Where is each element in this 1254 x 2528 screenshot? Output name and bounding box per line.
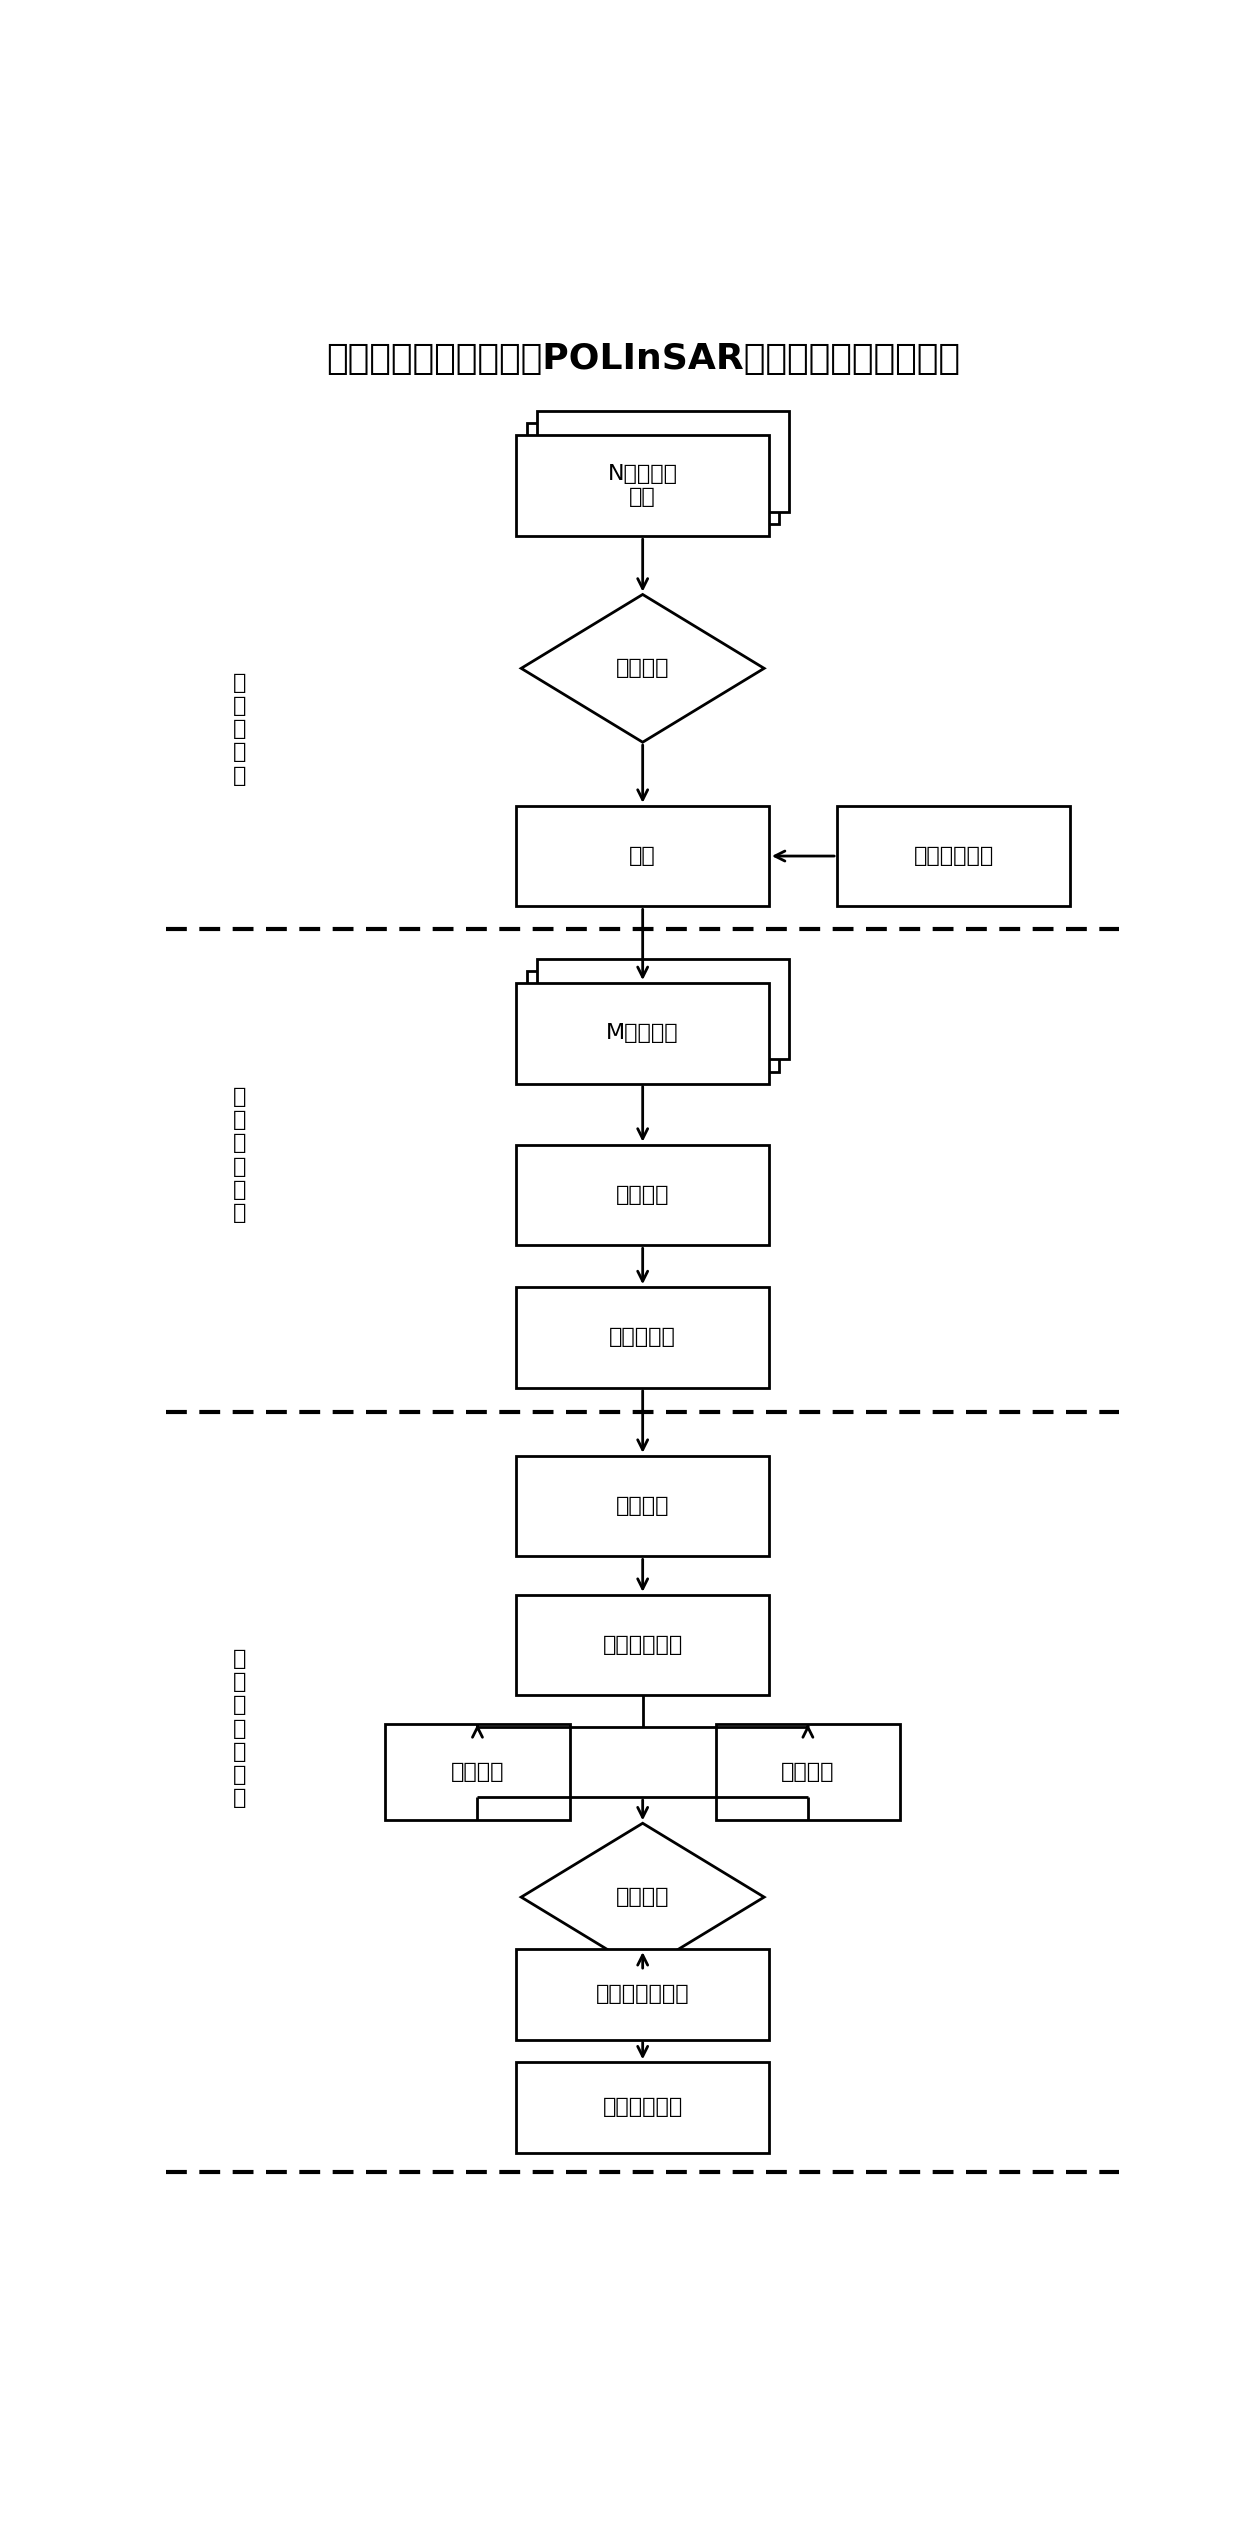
Text: 配准: 配准 bbox=[630, 847, 656, 867]
Bar bbox=[716, 1724, 900, 1820]
Bar bbox=[517, 983, 769, 1085]
Bar bbox=[838, 806, 1071, 908]
Text: 复数域平差计算: 复数域平差计算 bbox=[596, 1984, 690, 2005]
Text: 极化干涉: 极化干涉 bbox=[616, 1186, 670, 1206]
Text: 平差策略: 平差策略 bbox=[616, 1886, 670, 1906]
Text: 筛
选
干
涉
对: 筛 选 干 涉 对 bbox=[233, 672, 246, 786]
Text: N景全极化
数据: N景全极化 数据 bbox=[608, 465, 677, 508]
Text: 复
数
域
平
差
计
算: 复 数 域 平 差 计 算 bbox=[233, 1648, 246, 1808]
Text: 建立平差模型: 建立平差模型 bbox=[603, 1636, 682, 1656]
Bar bbox=[385, 1724, 569, 1820]
Text: 数学模型: 数学模型 bbox=[450, 1762, 504, 1782]
Bar bbox=[527, 971, 779, 1072]
Bar bbox=[517, 435, 769, 536]
Bar bbox=[537, 412, 790, 511]
Bar bbox=[517, 806, 769, 908]
Bar bbox=[517, 1949, 769, 2040]
Polygon shape bbox=[522, 594, 764, 743]
Bar bbox=[517, 1145, 769, 1246]
Polygon shape bbox=[522, 1823, 764, 1972]
Text: 随机模型: 随机模型 bbox=[781, 1762, 835, 1782]
Bar bbox=[517, 1456, 769, 1557]
Text: 粗差探测: 粗差探测 bbox=[616, 1497, 670, 1517]
Bar bbox=[517, 1595, 769, 1696]
Text: 基线判断: 基线判断 bbox=[616, 657, 670, 678]
Bar bbox=[517, 2063, 769, 2154]
Text: M个干涉对: M个干涉对 bbox=[607, 1024, 678, 1044]
Text: 逐
对
极
化
干
涉: 逐 对 极 化 干 涉 bbox=[233, 1087, 246, 1224]
Text: 灰度匹配技术: 灰度匹配技术 bbox=[914, 847, 993, 867]
Bar bbox=[517, 1287, 769, 1388]
Text: 基于复数域平差理论的POLInSAR植被高度反演算法流程: 基于复数域平差理论的POLInSAR植被高度反演算法流程 bbox=[326, 341, 959, 377]
Text: 相干性估计: 相干性估计 bbox=[609, 1327, 676, 1347]
Bar bbox=[537, 958, 790, 1059]
Text: 植被高度反演: 植被高度反演 bbox=[603, 2098, 682, 2118]
Bar bbox=[527, 422, 779, 523]
